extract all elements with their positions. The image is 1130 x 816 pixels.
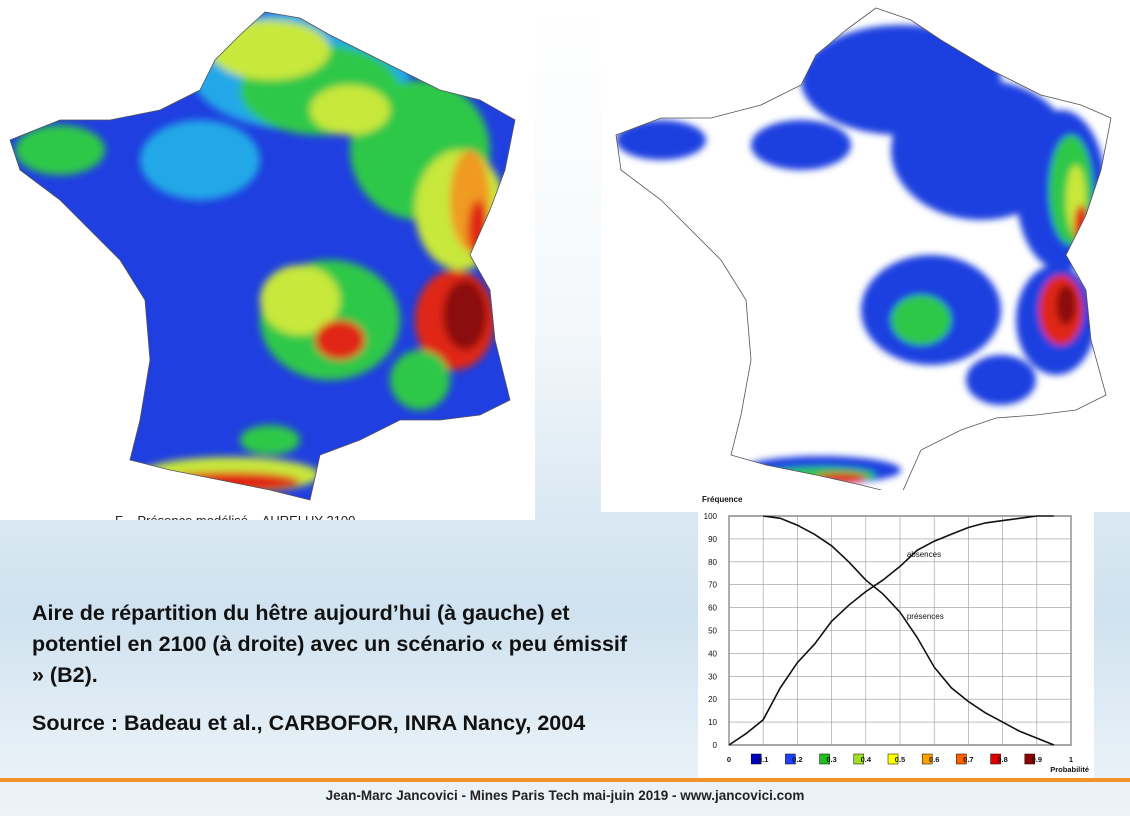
legend-swatch — [990, 753, 1001, 765]
footer-credit: Jean-Marc Jancovici - Mines Paris Tech m… — [325, 788, 805, 803]
source-text: Source : Badeau et al., CARBOFOR, INRA N… — [32, 711, 586, 735]
x-axis-label: Probabilité — [1050, 765, 1089, 774]
x-tick-label: 0.2 — [792, 755, 802, 764]
series-line-1 — [763, 515, 1055, 746]
y-axis-label: Fréquence — [702, 495, 743, 504]
y-tick-label: 10 — [708, 718, 717, 727]
x-tick-label: 0.9 — [1032, 755, 1042, 764]
series-line-0 — [728, 515, 1054, 746]
map-potential-2100 — [601, 0, 1130, 512]
series-label-presences: présences — [907, 612, 944, 621]
x-tick-label: 0.1 — [758, 755, 768, 764]
x-tick-label: 0.7 — [963, 755, 973, 764]
legend-swatch — [956, 753, 967, 765]
description-text: Aire de répartition du hêtre aujourd’hui… — [32, 601, 628, 687]
y-tick-label: 0 — [713, 741, 718, 750]
map-france-2100 — [615, 7, 1112, 496]
map-france-current — [9, 11, 516, 501]
y-tick-label: 80 — [708, 558, 717, 567]
legend-swatch — [785, 753, 796, 765]
legend-swatch — [750, 753, 762, 765]
x-tick-label: 0.3 — [826, 755, 836, 764]
legend-swatch — [887, 753, 899, 765]
x-tick-label: 0.6 — [929, 755, 939, 764]
legend-swatch — [853, 753, 865, 765]
y-tick-label: 70 — [708, 581, 717, 590]
y-tick-label: 40 — [708, 649, 717, 658]
footer-divider — [0, 778, 1130, 782]
legend-swatch — [819, 753, 830, 765]
frequency-chart: 100 90 80 70 60 50 40 30 20 10 0 0 0.1 0.2 0.3 0.4 0.5 0.… — [698, 490, 1094, 780]
y-tick-label: 100 — [704, 512, 718, 521]
legend-swatch — [1024, 753, 1036, 765]
series-label-absences: absences — [907, 550, 941, 559]
map-caption: F – Présence modélisé – AURELHY 2100 — [115, 509, 435, 520]
x-tick-label: 0 — [727, 755, 731, 764]
x-tick-label: 0.4 — [861, 755, 872, 764]
legend-swatch — [921, 753, 933, 765]
y-tick-label: 20 — [708, 695, 717, 704]
x-tick-label: 0.8 — [997, 755, 1007, 764]
y-tick-label: 90 — [708, 535, 717, 544]
y-tick-label: 60 — [708, 604, 717, 613]
map-current-distribution: F – Présence modélisé – AURELHY 2100 — [0, 0, 535, 520]
y-tick-label: 30 — [708, 672, 717, 681]
x-tick-label: 0.5 — [895, 755, 905, 764]
x-tick-label: 1 — [1069, 755, 1073, 764]
y-tick-label: 50 — [708, 627, 717, 636]
